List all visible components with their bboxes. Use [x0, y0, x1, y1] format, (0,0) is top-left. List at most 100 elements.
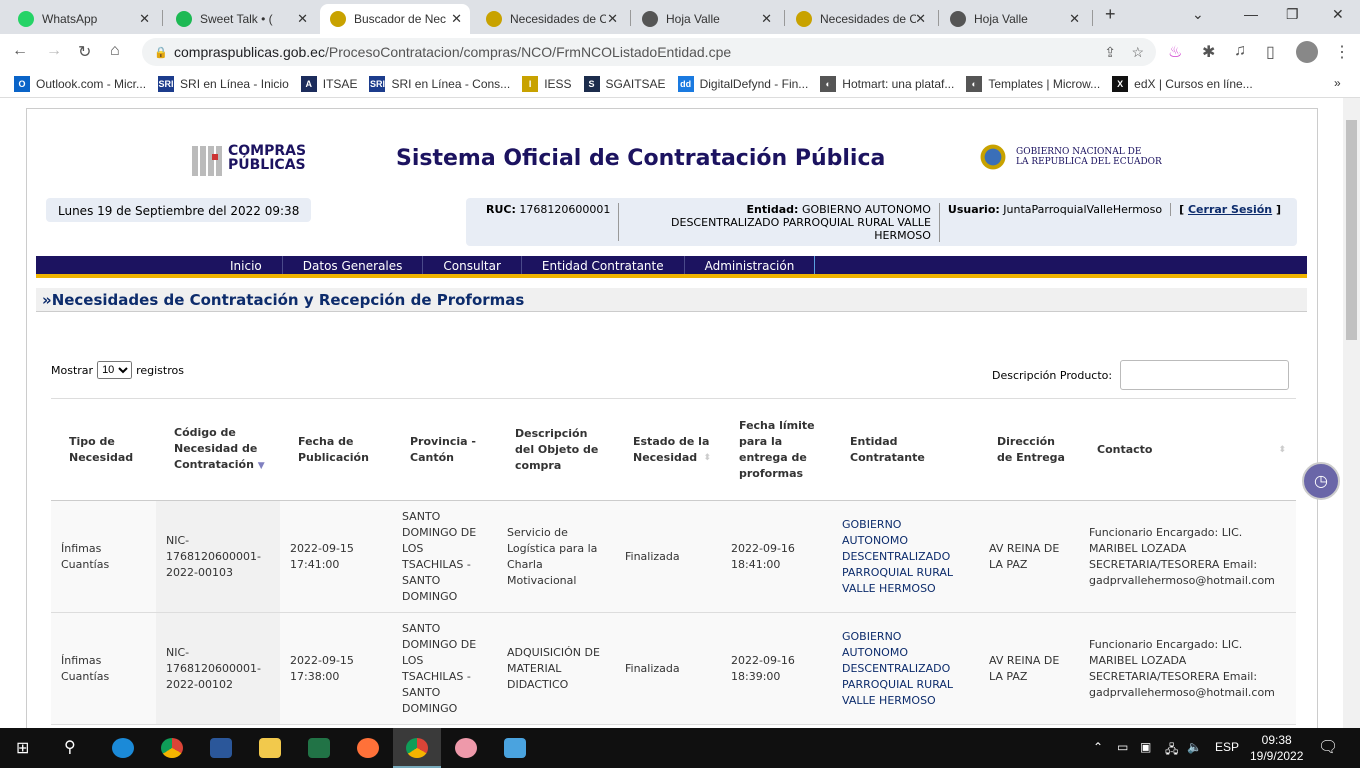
table-cell: NIC-1768120600001-2022-00103: [156, 500, 280, 613]
browser-tab[interactable]: Buscador de Nec ✕: [320, 4, 470, 34]
network-icon[interactable]: 🖧: [1165, 742, 1179, 756]
extension-icon[interactable]: ♨: [1168, 44, 1183, 61]
needs-table: Tipo de Necesidad Código de Necesidad de …: [51, 398, 1296, 725]
browser-tab[interactable]: Necesidades de C ✕: [476, 4, 626, 34]
new-tab-button[interactable]: +: [1105, 4, 1116, 24]
sync-icon[interactable]: ▣: [1140, 740, 1152, 754]
floating-accessibility-button[interactable]: ◷: [1302, 462, 1340, 500]
side-panel-icon[interactable]: ▯: [1266, 44, 1275, 61]
bookmark-item[interactable]: dd DigitalDefynd - Fin...: [677, 76, 808, 92]
column-header[interactable]: Estado de la Necesidad ⬍: [615, 398, 721, 501]
menu-kebab-icon[interactable]: ⋮: [1334, 44, 1350, 61]
file-explorer-icon[interactable]: [259, 738, 281, 758]
table-cell: SANTO DOMINGO DE LOS TSACHILAS - SANTO D…: [392, 500, 497, 613]
scrollbar-thumb[interactable]: [1346, 120, 1357, 340]
close-tab-icon[interactable]: ✕: [139, 11, 150, 26]
browser-tab[interactable]: Necesidades de C ✕: [786, 4, 934, 34]
sort-icon: ⬍: [1278, 444, 1286, 455]
bookmark-item[interactable]: S SGAITSAE: [583, 76, 666, 92]
table-cell[interactable]: GOBIERNO AUTONOMO DESCENTRALIZADO PARROQ…: [832, 500, 979, 613]
table-cell[interactable]: GOBIERNO AUTONOMO DESCENTRALIZADO PARROQ…: [832, 612, 979, 725]
bookmark-item[interactable]: A ITSAE: [300, 76, 357, 92]
bookmark-item[interactable]: ◐ Templates | Microw...: [966, 76, 1100, 92]
page-scrollbar[interactable]: [1343, 98, 1360, 728]
close-tab-icon[interactable]: ✕: [607, 11, 618, 26]
close-window-button[interactable]: ✕: [1332, 6, 1344, 22]
firefox-icon[interactable]: [357, 738, 379, 758]
excel-icon[interactable]: [308, 738, 330, 758]
browser-tab[interactable]: WhatsApp ✕: [8, 4, 158, 34]
column-header[interactable]: Provincia - Cantón: [392, 398, 497, 501]
search-icon[interactable]: ⚲: [64, 739, 76, 756]
usuario-value: JuntaParroquialValleHermoso: [1003, 203, 1163, 216]
profile-avatar[interactable]: [1296, 41, 1318, 63]
chrome-active-taskbar[interactable]: [393, 728, 441, 768]
show-hidden-icons[interactable]: ⌃: [1093, 740, 1104, 754]
menu-administracion[interactable]: Administración: [685, 256, 816, 274]
column-header[interactable]: Entidad Contratante: [832, 398, 979, 501]
bookmark-item[interactable]: ◐ Hotmart: una plataf...: [820, 76, 954, 92]
restore-button[interactable]: ❐: [1286, 6, 1299, 22]
page-title: Sistema Oficial de Contratación Pública: [396, 146, 886, 171]
column-header[interactable]: Fecha de Publicación: [280, 398, 392, 501]
menu-consultar[interactable]: Consultar: [423, 256, 522, 274]
page-content: COMPRAS PÚBLICAS Sistema Oficial de Contr…: [0, 98, 1343, 728]
compras-publicas-logo: COMPRAS PÚBLICAS: [192, 144, 306, 176]
table-cell: 2022-09-16 18:41:00: [721, 500, 832, 613]
windows-start-icon[interactable]: ⊞: [16, 740, 30, 757]
close-tab-icon[interactable]: ✕: [297, 11, 308, 26]
more-bookmarks-icon[interactable]: »: [1334, 76, 1341, 90]
chrome-icon[interactable]: [161, 738, 183, 758]
close-tab-icon[interactable]: ✕: [761, 11, 772, 26]
minimize-button[interactable]: —: [1244, 6, 1258, 22]
share-icon[interactable]: ⇪: [1104, 43, 1116, 60]
bookmark-item[interactable]: SRI SRI en Línea - Inicio: [158, 76, 289, 92]
app-icon[interactable]: [504, 738, 526, 758]
browser-tab[interactable]: Hoja Valle ✕: [632, 4, 780, 34]
edge-icon[interactable]: [112, 738, 134, 758]
close-tab-icon[interactable]: ✕: [451, 11, 462, 26]
media-icon[interactable]: ♫: [1234, 42, 1246, 59]
paint-icon[interactable]: [455, 738, 477, 758]
column-header[interactable]: Contacto ⬍: [1079, 398, 1296, 501]
menu-entidad-contratante[interactable]: Entidad Contratante: [522, 256, 685, 274]
bookmark-item[interactable]: I IESS: [522, 76, 572, 92]
close-tab-icon[interactable]: ✕: [1069, 11, 1080, 26]
reload-icon[interactable]: ↻: [78, 44, 92, 61]
column-header[interactable]: Fecha límite para la entrega de proforma…: [721, 398, 832, 501]
clock[interactable]: 09:38 19/9/2022: [1250, 733, 1304, 763]
column-header[interactable]: Dirección de Entrega: [979, 398, 1079, 501]
notifications-icon[interactable]: 🗨: [1318, 739, 1339, 756]
browser-tab[interactable]: Sweet Talk • (✕: [166, 4, 316, 34]
bookmark-item[interactable]: O Outlook.com - Micr...: [14, 76, 146, 92]
browser-tab[interactable]: Hoja Valle ✕: [940, 4, 1088, 34]
tab-search-icon[interactable]: ⌄: [1192, 6, 1204, 22]
table-cell: Ínfimas Cuantías: [51, 500, 156, 613]
back-icon[interactable]: ←: [12, 42, 28, 59]
address-bar[interactable]: 🔒 compraspublicas.gob.ec/ProcesoContrata…: [142, 38, 1156, 66]
table-cell: AV REINA DE LA PAZ: [979, 612, 1079, 725]
table-cell: AV REINA DE LA PAZ: [979, 500, 1079, 613]
close-tab-icon[interactable]: ✕: [915, 11, 926, 26]
logout-wrapper: [ Cerrar Sesión ]: [1179, 203, 1281, 216]
page-length-select[interactable]: 10: [97, 361, 133, 379]
menu-inicio[interactable]: Inicio: [210, 256, 283, 274]
column-header[interactable]: Código de Necesidad de Contratación ▼: [156, 398, 280, 501]
logout-link[interactable]: Cerrar Sesión: [1187, 203, 1273, 216]
product-description-input[interactable]: [1120, 360, 1290, 390]
bookmark-favicon-icon: dd: [677, 76, 694, 92]
extensions-puzzle-icon[interactable]: ✱: [1202, 44, 1216, 61]
bookmark-item[interactable]: SRI SRI en Línea - Cons...: [369, 76, 511, 92]
column-header[interactable]: Descripción del Objeto de compra: [497, 398, 615, 501]
meet-now-icon[interactable]: ▭: [1117, 740, 1129, 754]
language-indicator[interactable]: ESP: [1215, 740, 1240, 754]
menu-datos-generales[interactable]: Datos Generales: [283, 256, 424, 274]
url-host: compraspublicas.gob.ec: [174, 44, 325, 60]
word-icon[interactable]: [210, 738, 232, 758]
forward-icon[interactable]: →: [46, 42, 62, 59]
home-icon[interactable]: ⌂: [110, 42, 120, 59]
bookmark-star-icon[interactable]: ☆: [1131, 43, 1144, 60]
volume-icon[interactable]: 🔈: [1187, 740, 1202, 754]
column-header[interactable]: Tipo de Necesidad: [51, 398, 156, 501]
